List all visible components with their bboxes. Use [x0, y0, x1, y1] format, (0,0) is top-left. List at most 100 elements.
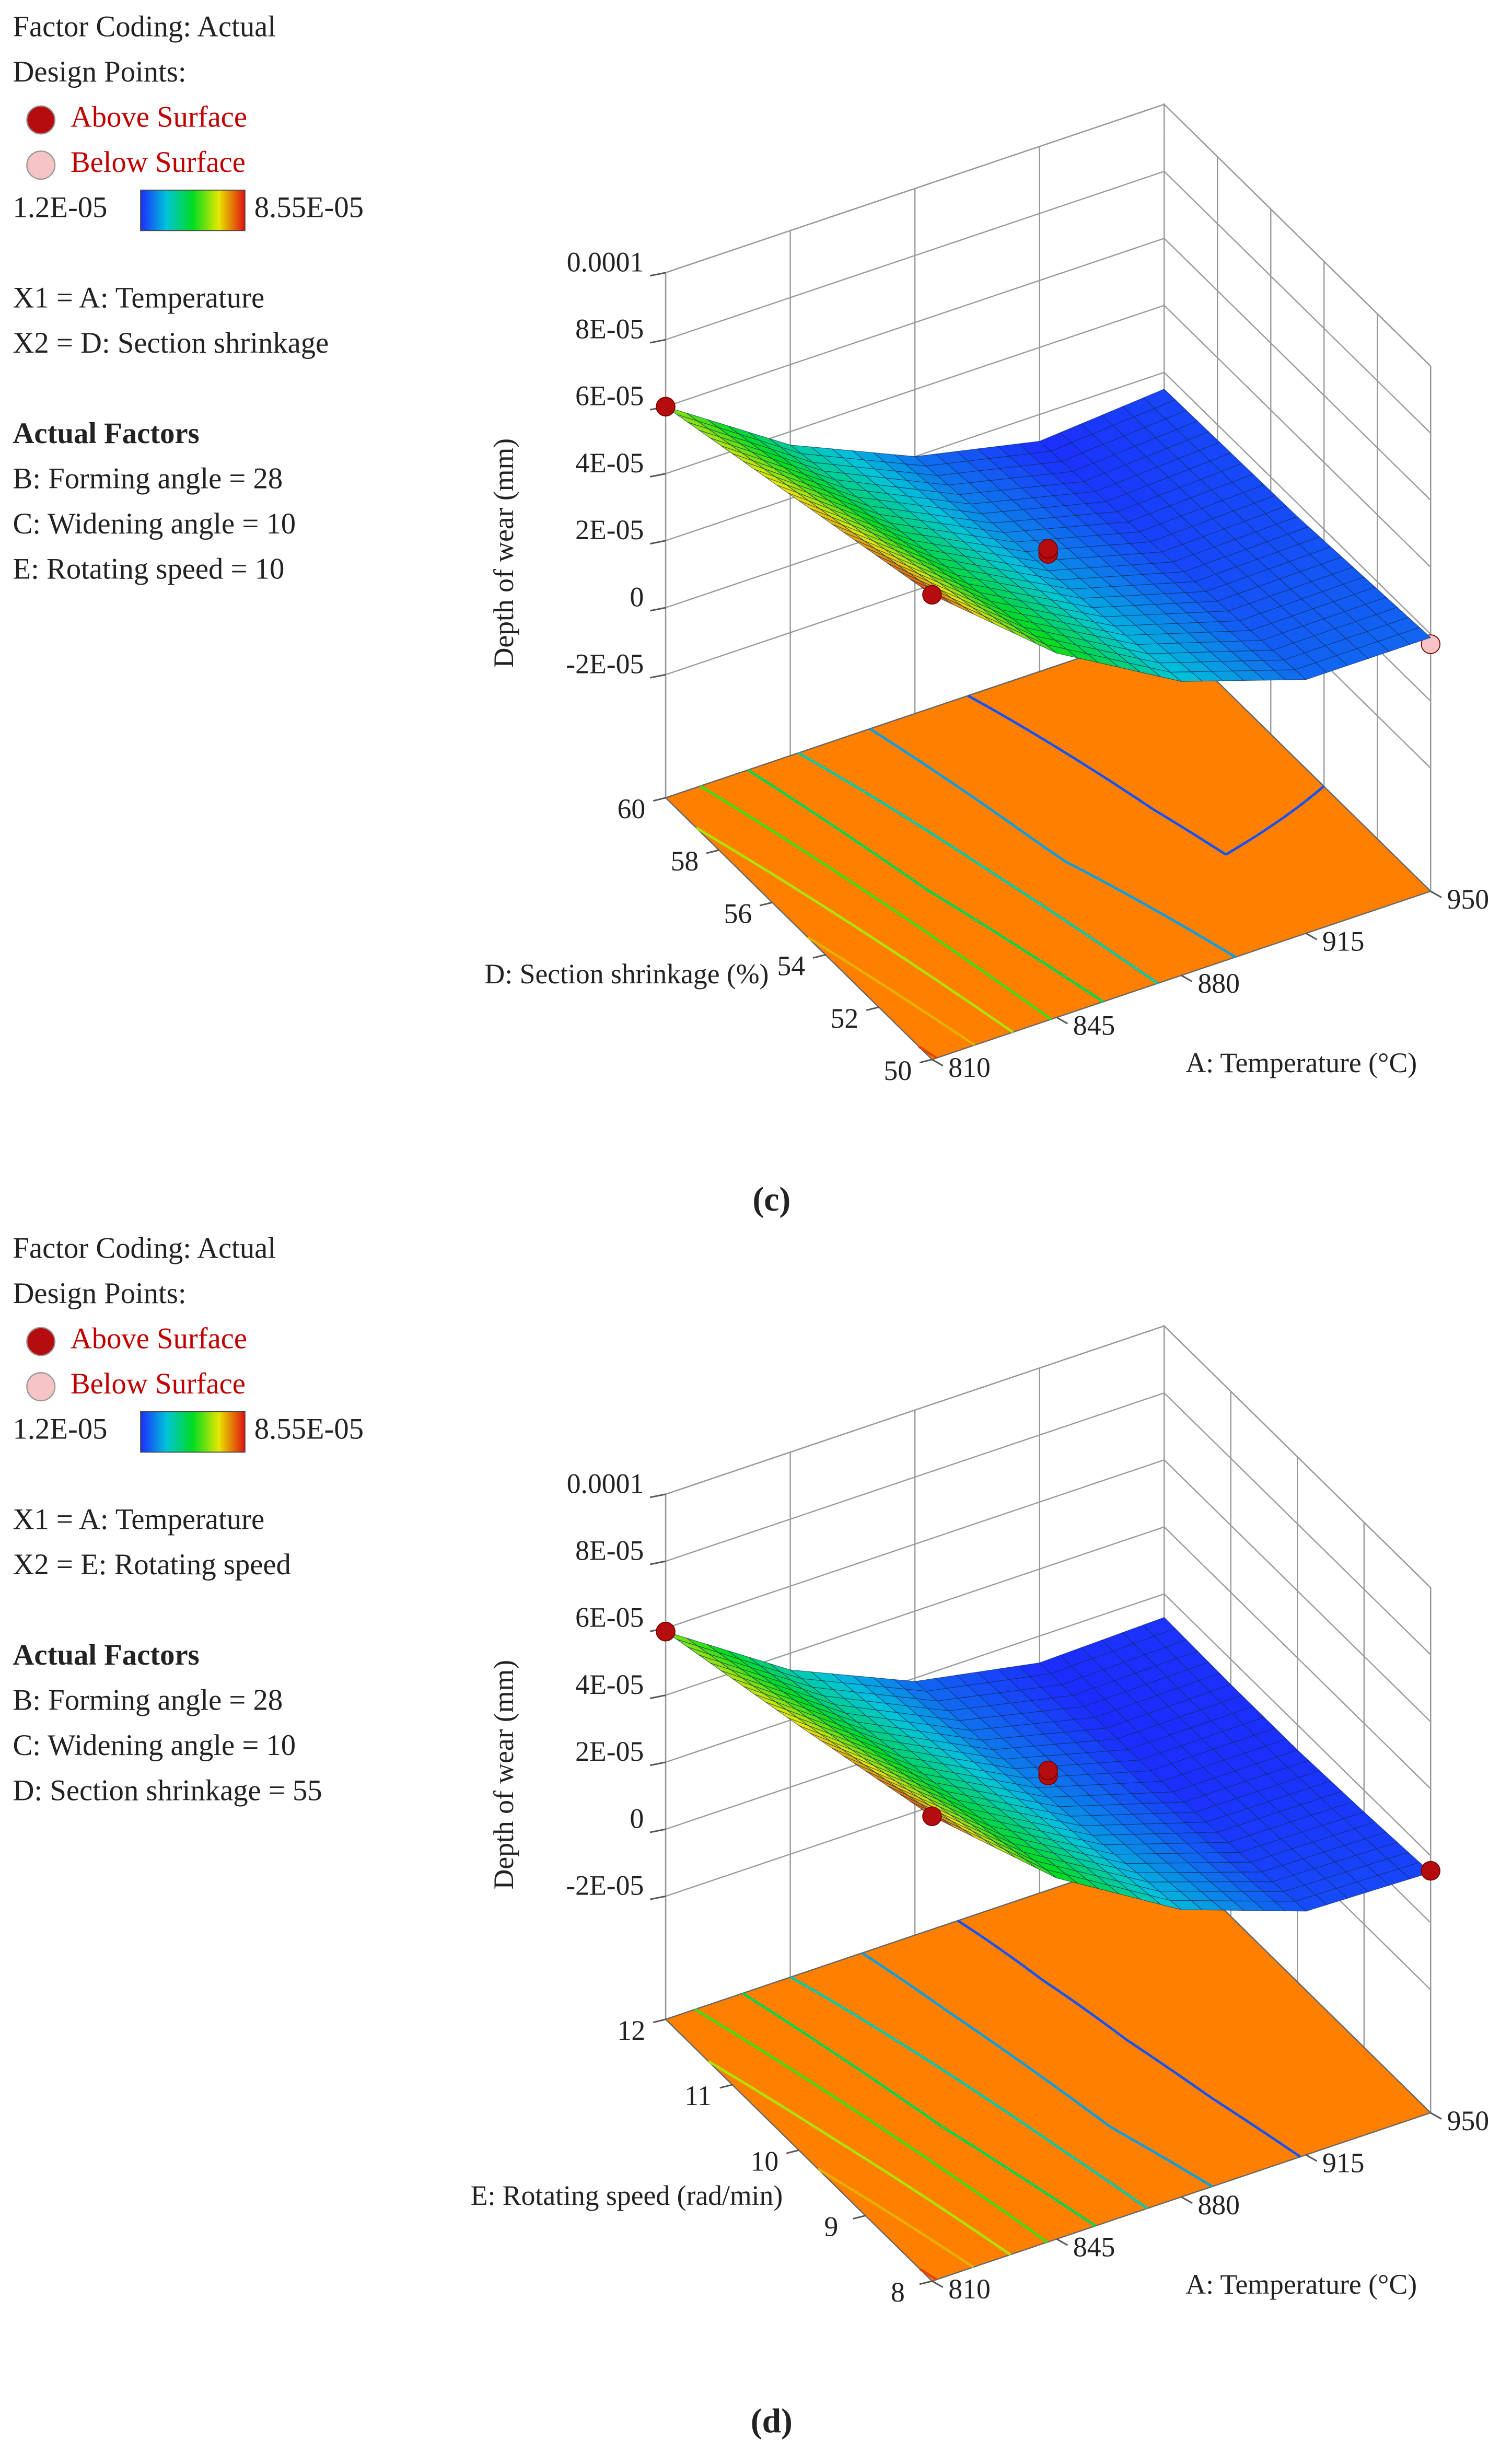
- z-tick-label: -2E-05: [566, 1870, 644, 1901]
- colorbar-min: 1.2E-05: [13, 192, 108, 224]
- contour-line: [1032, 2070, 1043, 2078]
- contour-line: [781, 2017, 788, 2024]
- contour-line: [807, 757, 813, 762]
- contour-line: [812, 760, 819, 765]
- contour-line: [851, 2148, 862, 2157]
- contour-line: [1186, 2079, 1196, 2088]
- x-axis-label: A: Temperature (°C): [1185, 1047, 1417, 1078]
- contour-line: [883, 2085, 887, 2089]
- contour-line: [818, 815, 829, 823]
- contour-line: [939, 2005, 949, 2013]
- contour-line: [1178, 2074, 1188, 2082]
- contour-line: [723, 2069, 734, 2077]
- contour-line: [1006, 2167, 1017, 2175]
- contour-line: [1008, 988, 1019, 997]
- contour-line: [778, 2015, 783, 2020]
- contour-line: [862, 844, 871, 852]
- x-tick-label: 845: [1073, 1010, 1115, 1041]
- contour-line: [703, 2014, 715, 2022]
- contour-line: [1229, 2109, 1240, 2117]
- contour-line: [783, 792, 794, 800]
- caption: (c): [752, 1181, 790, 1218]
- contour-line: [739, 853, 748, 859]
- contour-line: [817, 814, 820, 818]
- contour-line: [1042, 2190, 1052, 2198]
- x-tick-label: 950: [1447, 884, 1489, 915]
- contour-line: [927, 1996, 933, 2001]
- contour-line: [908, 2224, 912, 2228]
- contour-line: [750, 2042, 761, 2050]
- contour-line: [1118, 2032, 1127, 2041]
- contour-line: [1016, 2058, 1026, 2066]
- contour-line: [1017, 827, 1027, 835]
- contour-line: [1006, 716, 1017, 725]
- contour-line: [842, 2143, 845, 2146]
- contour-line: [1088, 935, 1098, 943]
- surface-patch: [732, 453, 924, 550]
- contour-line: [917, 966, 927, 975]
- contour-line: [1079, 868, 1091, 876]
- contour-line: [844, 877, 854, 884]
- legend-title: Design Points:: [13, 1277, 187, 1310]
- contour-line: [1090, 767, 1101, 776]
- contour-line: [694, 2008, 705, 2016]
- contour-line: [940, 897, 951, 905]
- contour-line: [943, 2127, 954, 2135]
- contour-line: [979, 2149, 990, 2158]
- contour-line: [1033, 839, 1044, 847]
- contour-line: [699, 785, 711, 793]
- contour-line: [822, 2044, 833, 2052]
- contour-line: [931, 1999, 941, 2007]
- contour-line: [1191, 2172, 1194, 2177]
- contour-line: [989, 2155, 999, 2164]
- contour-line: [961, 2138, 972, 2146]
- contour-line: [1099, 773, 1110, 782]
- contour-line: [1160, 2062, 1166, 2067]
- contour-line: [1148, 976, 1153, 980]
- surface-patch: [1047, 562, 1240, 626]
- surface-patch: [665, 1631, 857, 1723]
- contour-line: [862, 888, 873, 897]
- contour-line: [1083, 763, 1091, 770]
- contour-line: [983, 1937, 987, 1941]
- x-tick-label: 915: [1322, 2147, 1364, 2178]
- contour-line: [1101, 2020, 1108, 2027]
- contour-line: [922, 886, 927, 890]
- z-tick-label: 4E-05: [575, 447, 644, 479]
- contour-line: [1076, 2002, 1086, 2011]
- tick-mark: [649, 272, 666, 277]
- contour-line: [873, 937, 881, 944]
- contour-line: [1130, 2196, 1140, 2204]
- design-point: [1038, 539, 1058, 559]
- contour-line: [718, 840, 729, 849]
- contour-line: [1071, 923, 1081, 932]
- tick-mark: [649, 607, 666, 612]
- contour-line: [731, 2075, 743, 2083]
- contour-line: [707, 2060, 715, 2066]
- contour-line: [1069, 862, 1080, 870]
- contour-line: [892, 2134, 903, 2143]
- colorbar-min: 1.2E-05: [13, 1413, 108, 1446]
- contour-line: [869, 2160, 880, 2168]
- surface-patch: [798, 500, 991, 601]
- y-tick-label: 60: [618, 793, 646, 824]
- contour-line: [974, 2089, 985, 2098]
- tick-mark: [932, 2280, 944, 2288]
- legend-label: Above Surface: [71, 101, 247, 134]
- contour-line: [847, 2009, 858, 2017]
- design-point: [922, 585, 942, 605]
- contour-line: [802, 849, 810, 856]
- factor-label: X2 = D: Section shrinkage: [13, 327, 329, 359]
- contour-line: [1004, 2211, 1015, 2220]
- contour-line: [937, 2243, 948, 2251]
- contour-line: [755, 863, 766, 871]
- contour-line: [972, 2189, 981, 2196]
- contour-line: [786, 2065, 797, 2073]
- contour-line: [861, 2194, 866, 2199]
- tick-mark: [1056, 1017, 1068, 1025]
- contour-line: [855, 785, 866, 793]
- contour-line: [879, 856, 890, 865]
- contour-line: [1069, 2154, 1077, 2160]
- contour-line: [1067, 977, 1078, 985]
- contour-line: [800, 847, 804, 852]
